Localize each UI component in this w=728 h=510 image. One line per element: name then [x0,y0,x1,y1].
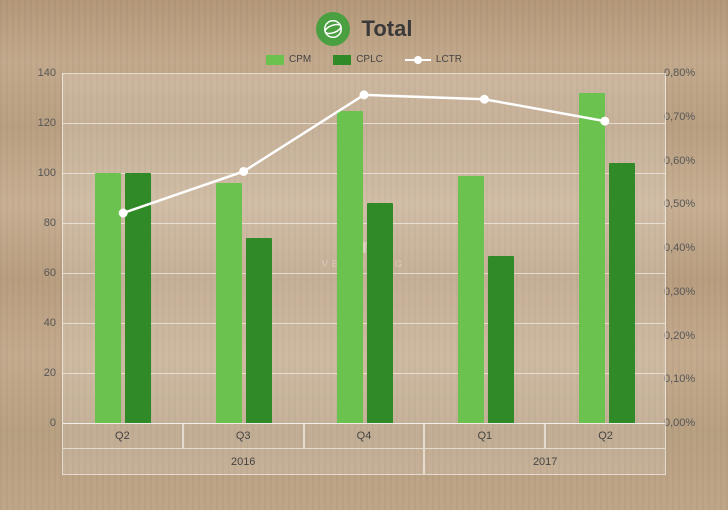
line-marker [239,167,248,176]
swatch-lctr [405,55,431,65]
x-category: Q4 [304,423,425,449]
y-left-tick: 0 [24,417,56,429]
x-category: Q2 [545,423,666,449]
legend-item-cplc: CPLC [333,54,383,65]
globe-icon [316,12,350,46]
legend-label-cplc: CPLC [356,54,383,65]
legend-item-lctr: LCTR [405,54,462,65]
line-marker [480,95,489,104]
x-category: Q3 [183,423,304,449]
y-right-tick: 0,80% [664,67,708,79]
line-marker [360,90,369,99]
y-right-tick: 0,10% [664,373,708,385]
y-left-tick: 100 [24,167,56,179]
line-marker [600,117,609,126]
legend-item-cpm: CPM [266,54,311,65]
legend-label-cpm: CPM [289,54,311,65]
y-right-tick: 0,20% [664,330,708,342]
x-category: Q1 [424,423,545,449]
y-left-tick: 40 [24,317,56,329]
y-right-tick: 0,60% [664,155,708,167]
y-right-tick: 0,30% [664,286,708,298]
line-layer [63,73,665,423]
plot-area: ome VERTISING [62,73,666,423]
y-left-tick: 140 [24,67,56,79]
swatch-cpm [266,55,284,65]
legend-label-lctr: LCTR [436,54,462,65]
swatch-cplc [333,55,351,65]
chart-title: Total [362,16,413,42]
x-year-group: 2017 [424,449,666,475]
y-left-tick: 80 [24,217,56,229]
chart-title-bar: Total [0,0,728,50]
line-marker [119,209,128,218]
x-axis: Q2Q3Q4Q1Q220162017 [62,423,666,479]
chart: 020406080100120140 0,00%0,10%0,20%0,30%0… [12,73,716,479]
y-right-tick: 0,50% [664,198,708,210]
x-year-group: 2016 [62,449,424,475]
y-left-tick: 60 [24,267,56,279]
x-category: Q2 [62,423,183,449]
y-right-tick: 0,70% [664,111,708,123]
y-right-tick: 0,40% [664,242,708,254]
line-lctr [123,95,605,213]
legend: CPM CPLC LCTR [0,50,728,73]
y-left-tick: 20 [24,367,56,379]
y-left-tick: 120 [24,117,56,129]
y-right-tick: 0,00% [664,417,708,429]
